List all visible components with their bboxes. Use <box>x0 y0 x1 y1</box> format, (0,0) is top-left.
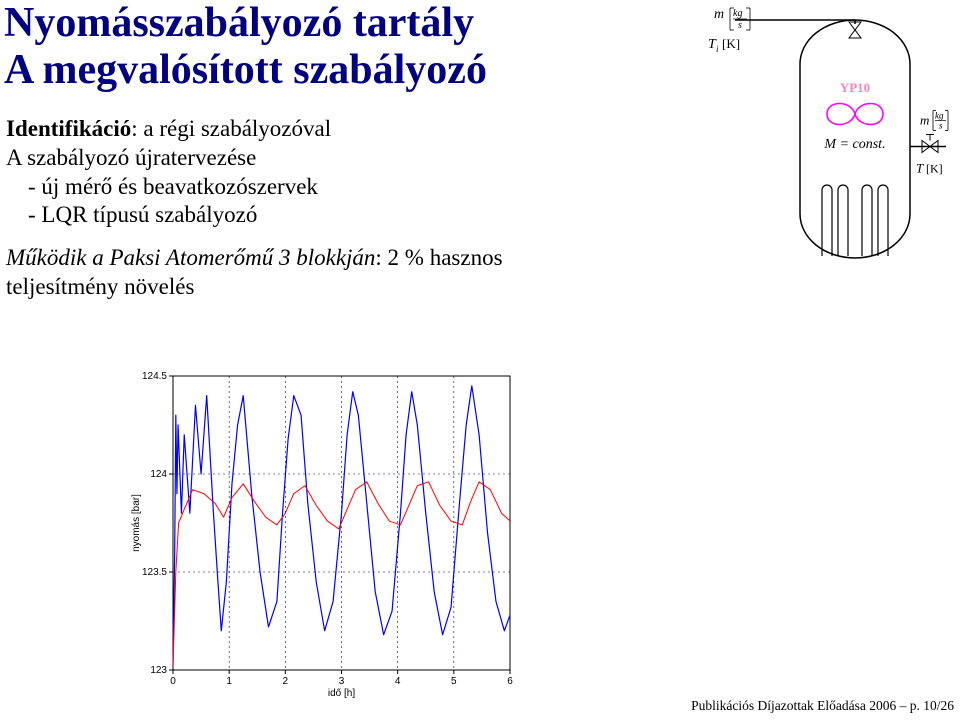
svg-text:6: 6 <box>507 676 513 687</box>
line-identification: Identifikáció: a régi szabályozóval <box>6 115 503 144</box>
svg-text:3: 3 <box>339 676 345 687</box>
line-redesign: A szabályozó újratervezése <box>6 144 503 173</box>
svg-text:nyomás [bar]: nyomás [bar] <box>131 494 142 552</box>
title-line-1: Nyomásszabályozó tartály <box>4 0 474 46</box>
slide-title: Nyomásszabályozó tartály A megvalósított… <box>4 0 487 94</box>
svg-text:[K]: [K] <box>722 36 740 51</box>
svg-text:χ: χ <box>863 262 870 266</box>
svg-text:0: 0 <box>170 676 176 687</box>
sub-rest: : 2 % hasznos <box>375 245 502 270</box>
svg-text:kg: kg <box>935 111 944 121</box>
svg-text:124.5: 124.5 <box>142 371 167 382</box>
svg-text:YP10: YP10 <box>840 80 870 95</box>
sub-line2: teljesítmény növelés <box>6 273 503 302</box>
title-line-2: A megvalósított szabályozó <box>4 47 487 93</box>
svg-text:2: 2 <box>283 676 289 687</box>
sub-italic: Működik a Paksi Atomerőmű 3 blokkján <box>6 245 375 270</box>
svg-text:idő [h]: idő [h] <box>328 688 355 699</box>
pressure-chart: 0123456123123.5124124.5idő [h]nyomás [ba… <box>125 370 520 700</box>
ident-bold: Identifikáció <box>6 116 131 141</box>
reactor-diagram: YP10M = const.χ1χ2χ3χ4mkgsTi[K]mkgsT[K] <box>690 6 950 266</box>
svg-text:T: T <box>916 161 924 176</box>
svg-text:i: i <box>716 44 719 54</box>
svg-text:123.5: 123.5 <box>142 567 167 578</box>
subhead: Működik a Paksi Atomerőmű 3 blokkján: 2 … <box>6 244 503 273</box>
svg-text:s: s <box>738 20 742 31</box>
footer-pagination: Publikációs Díjazottak Előadása 2006 – p… <box>691 698 954 714</box>
svg-text:5: 5 <box>451 676 457 687</box>
svg-text:kg: kg <box>733 8 742 19</box>
svg-text:[K]: [K] <box>926 162 943 176</box>
svg-text:4: 4 <box>395 676 401 687</box>
svg-text:χ: χ <box>839 262 846 266</box>
body-text: Identifikáció: a régi szabályozóval A sz… <box>6 115 503 302</box>
svg-text:124: 124 <box>150 469 167 480</box>
svg-text:χ: χ <box>823 262 830 266</box>
bullet-sensors: - új mérő és beavatkozószervek <box>6 173 503 202</box>
svg-text:m: m <box>714 7 724 22</box>
svg-text:1: 1 <box>226 676 232 687</box>
svg-text:123: 123 <box>150 665 167 676</box>
svg-text:M = const.: M = const. <box>823 137 885 152</box>
svg-text:s: s <box>939 121 943 131</box>
ident-rest: : a régi szabályozóval <box>131 116 331 141</box>
svg-text:χ: χ <box>879 262 886 266</box>
svg-text:m: m <box>920 113 929 128</box>
bullet-lqr: - LQR típusú szabályozó <box>6 201 503 230</box>
